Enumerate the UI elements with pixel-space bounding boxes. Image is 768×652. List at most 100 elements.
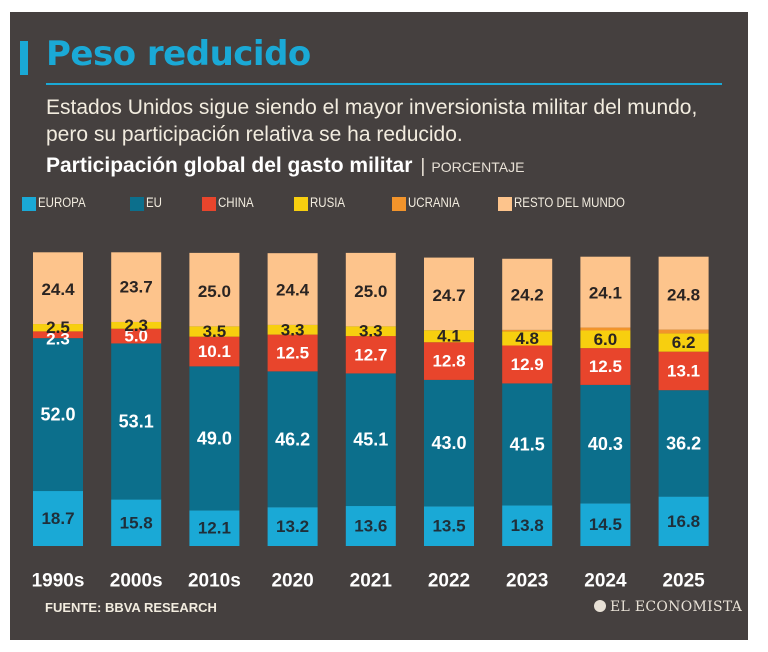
bar-segment-resto-del-mundo-2023 — [502, 258, 553, 330]
legend-swatch-rusia — [294, 197, 308, 211]
legend-label-eu: EU — [146, 195, 162, 210]
bar-segment-eu-2000s — [111, 343, 162, 500]
bar-segment-resto-del-mundo-2021 — [345, 252, 396, 327]
legend-swatch-resto-del-mundo — [498, 197, 512, 211]
data-label-europa-1990s: 18.7 — [41, 509, 74, 528]
data-label-europa-2000s: 15.8 — [120, 513, 153, 532]
data-label-china-2023: 12.9 — [511, 355, 544, 374]
legend-label-rusia: RUSIA — [310, 195, 346, 210]
chart-unit-label: PORCENTAJE — [431, 159, 525, 175]
legend-label-china: CHINA — [218, 195, 254, 210]
data-label-resto-2021: 25.0 — [354, 282, 387, 301]
bar-segment-europa-2022 — [424, 506, 474, 546]
legend-label-ucrania: UCRANIA — [408, 195, 460, 210]
data-label-europa-2021: 13.6 — [354, 517, 387, 536]
title-rule — [46, 83, 722, 85]
data-label-eu-2022: 43.0 — [431, 433, 466, 453]
bar-segment-eu-2010s — [189, 366, 240, 511]
data-label-eu-2024: 40.3 — [588, 434, 623, 454]
legend-swatch-china — [202, 197, 216, 211]
brand-logo: EL ECONOMISTA — [594, 598, 742, 616]
bar-segment-eu-2023 — [502, 383, 553, 506]
bar-segment-europa-2000s — [111, 499, 162, 546]
chart-title: Participación global del gasto militar — [46, 154, 413, 177]
bar-segment-resto-del-mundo-2024 — [580, 256, 631, 328]
bar-segment-ucrania-2025 — [658, 329, 709, 334]
x-tick-label-2021: 2021 — [350, 571, 393, 592]
data-label-resto-2000s: 23.7 — [120, 278, 153, 297]
data-label-resto-2025: 24.8 — [667, 285, 700, 304]
data-label-europa-2020: 13.2 — [276, 517, 309, 536]
data-label-china-2000s: 5.0 — [124, 327, 148, 346]
subtitle: Estados Unidos sigue siendo el mayor inv… — [46, 96, 698, 146]
brand-icon — [594, 600, 606, 612]
bar-segment-rusia-1990s — [33, 324, 83, 332]
x-tick-label-2025: 2025 — [662, 571, 705, 592]
data-label-china-2010s: 10.1 — [198, 342, 231, 361]
legend-swatch-ucrania — [392, 197, 406, 211]
bar-segment-resto-del-mundo-2020 — [267, 253, 318, 325]
bar-segment-resto-del-mundo-2025 — [658, 256, 709, 330]
data-label-rusia-2010s: 3.5 — [203, 322, 227, 341]
data-label-eu-2010s: 49.0 — [197, 428, 232, 448]
bar-segment-eu-2024 — [580, 384, 631, 504]
data-label-resto-2024: 24.1 — [589, 283, 622, 302]
chart-title-separator: | — [420, 156, 426, 177]
bar-segment-resto-del-mundo-2000s — [111, 252, 162, 322]
bar-segment-china-2020 — [267, 334, 318, 372]
data-label-resto-2020: 24.4 — [276, 281, 310, 300]
bar-segment-europa-2020 — [267, 507, 318, 546]
bar-segment-china-2023 — [502, 345, 553, 384]
x-tick-label-2023: 2023 — [506, 571, 548, 592]
data-label-rusia-2000s: 2.3 — [124, 316, 148, 335]
bar-segment-europa-2021 — [345, 506, 396, 546]
data-label-eu-1990s: 52.0 — [40, 405, 75, 425]
legend-label-europa: EUROPA — [38, 195, 86, 210]
bar-segment-eu-1990s — [33, 338, 83, 492]
bar-segment-resto-del-mundo-2010s — [189, 252, 240, 327]
x-tick-label-2024: 2024 — [584, 571, 627, 592]
data-label-resto-2023: 24.2 — [511, 286, 544, 305]
data-label-china-2024: 12.5 — [589, 357, 622, 376]
bar-segment-resto-del-mundo-2022 — [424, 257, 474, 331]
title-accent-bar — [20, 41, 28, 75]
bar-segment-europa-2010s — [189, 510, 240, 546]
data-label-europa-2025: 16.8 — [667, 512, 700, 531]
data-label-eu-2023: 41.5 — [510, 434, 545, 454]
data-label-rusia-2024: 6.0 — [594, 330, 618, 349]
bar-segment-europa-1990s — [33, 491, 83, 546]
chart-title-line: Participación global del gasto militar | P… — [46, 154, 524, 178]
bar-segment-china-2024 — [580, 348, 631, 385]
data-label-eu-2025: 36.2 — [666, 433, 701, 453]
bar-segment-rusia-2024 — [580, 330, 631, 349]
data-label-europa-2010s: 12.1 — [198, 519, 231, 538]
data-label-eu-2021: 45.1 — [353, 430, 388, 450]
legend-swatch-eu — [130, 197, 144, 211]
bar-segment-rusia-2021 — [345, 326, 396, 337]
data-label-eu-2020: 46.2 — [275, 429, 310, 449]
bar-segment-ucrania-2023 — [502, 329, 553, 332]
bar-segment-europa-2025 — [658, 496, 709, 546]
bar-segment-eu-2021 — [345, 373, 396, 507]
page-title: Peso reducido — [46, 34, 311, 74]
data-label-rusia-1990s: 2.5 — [46, 318, 70, 337]
data-label-china-2022: 12.8 — [432, 352, 465, 371]
data-label-resto-1990s: 24.4 — [41, 280, 75, 299]
bar-segment-china-2021 — [345, 336, 396, 374]
x-tick-label-2010s: 2010s — [188, 571, 241, 592]
data-label-rusia-2021: 3.3 — [359, 322, 383, 341]
data-label-eu-2000s: 53.1 — [119, 411, 154, 431]
data-label-europa-2023: 13.8 — [511, 516, 544, 535]
data-label-europa-2024: 14.5 — [589, 515, 622, 534]
data-label-rusia-2020: 3.3 — [281, 320, 305, 339]
bar-segment-china-1990s — [33, 331, 83, 339]
bar-segment-rusia-2020 — [267, 324, 318, 335]
bar-segment-europa-2023 — [502, 505, 553, 546]
bar-segment-rusia-2000s — [111, 321, 162, 329]
bar-segment-china-2025 — [658, 351, 709, 391]
data-label-rusia-2022: 4.1 — [437, 327, 461, 346]
x-tick-label-2022: 2022 — [428, 571, 470, 592]
legend-label-resto-del-mundo: RESTO DEL MUNDO — [514, 195, 625, 210]
x-tick-label-2000s: 2000s — [110, 571, 163, 592]
